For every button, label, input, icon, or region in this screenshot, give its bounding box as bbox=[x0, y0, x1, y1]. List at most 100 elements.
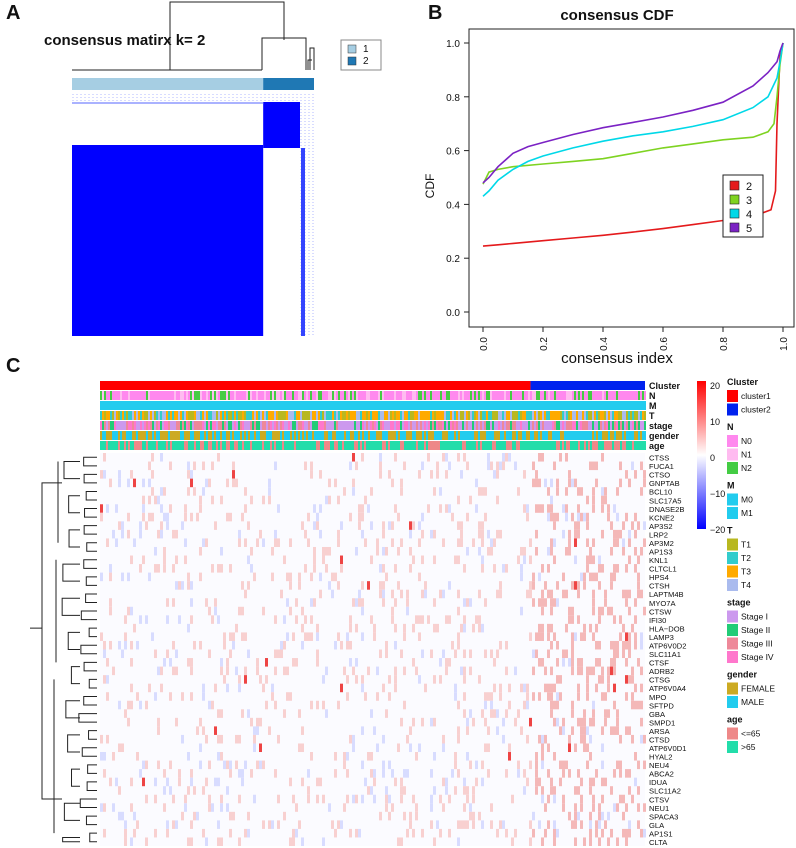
heatmap-cell bbox=[334, 640, 337, 650]
track-cell bbox=[562, 401, 564, 410]
heatmap-cell bbox=[226, 658, 229, 667]
heatmap-cell bbox=[619, 734, 622, 744]
track-cell bbox=[332, 421, 334, 430]
track-cell bbox=[138, 411, 140, 420]
track-cell bbox=[440, 391, 442, 400]
heatmap-cell bbox=[409, 743, 412, 753]
track-cell bbox=[228, 431, 230, 440]
heatmap-cell bbox=[589, 811, 592, 821]
heatmap-cell bbox=[442, 734, 445, 744]
track-cell bbox=[582, 431, 584, 440]
heatmap-cell bbox=[400, 786, 403, 795]
heatmap-cell bbox=[562, 760, 565, 770]
track-cell bbox=[454, 441, 456, 450]
heatmap-cell bbox=[550, 786, 553, 795]
heatmap-cell bbox=[589, 461, 592, 471]
heatmap-cell bbox=[166, 512, 169, 522]
track-label: age bbox=[649, 441, 665, 451]
heatmap-cell bbox=[550, 589, 553, 599]
track-cell bbox=[158, 441, 160, 450]
cluster-bar-1 bbox=[72, 78, 264, 90]
heatmap-cell bbox=[583, 512, 586, 522]
track-cell bbox=[280, 391, 282, 400]
track-cell bbox=[644, 411, 646, 420]
heatmap-cell bbox=[406, 828, 409, 838]
heatmap-cell bbox=[334, 769, 337, 778]
heatmap-cell bbox=[613, 658, 616, 667]
heatmap-cell bbox=[574, 837, 577, 846]
heatmap-cell bbox=[580, 794, 583, 804]
heatmap-cell bbox=[211, 461, 214, 471]
track-cell bbox=[510, 441, 512, 450]
track-cell bbox=[300, 401, 302, 410]
track-cell bbox=[368, 411, 370, 420]
heatmap-cell bbox=[397, 743, 400, 753]
track-cell bbox=[346, 391, 348, 400]
track-cell bbox=[228, 401, 230, 410]
track-cell bbox=[406, 401, 408, 410]
track-cell bbox=[594, 391, 596, 400]
heatmap-cell bbox=[640, 546, 643, 556]
heatmap-cell bbox=[199, 495, 202, 505]
track-cell bbox=[184, 401, 186, 410]
heatmap-cell bbox=[190, 837, 193, 846]
track-cell bbox=[462, 431, 464, 440]
track-cell bbox=[598, 411, 600, 420]
track-cell bbox=[328, 391, 330, 400]
heatmap-cell bbox=[517, 487, 520, 496]
heatmap-cell bbox=[412, 828, 415, 838]
track-cell bbox=[212, 411, 214, 420]
track-cell bbox=[506, 441, 508, 450]
heatmap-cell bbox=[289, 837, 292, 846]
heatmap-cell bbox=[352, 794, 355, 804]
track-cell bbox=[262, 441, 264, 450]
track-cell bbox=[102, 401, 104, 410]
track-cell bbox=[138, 441, 140, 450]
track-cell bbox=[524, 391, 526, 400]
cdf-line-4 bbox=[482, 42, 784, 197]
heatmap-cell bbox=[625, 640, 628, 650]
gene-label: SLC17A5 bbox=[649, 496, 682, 505]
heatmap-cell bbox=[331, 572, 334, 582]
heatmap-cell bbox=[121, 529, 124, 539]
track-cell bbox=[456, 411, 458, 420]
track-cell bbox=[388, 431, 390, 440]
track-cell bbox=[224, 411, 226, 420]
track-cell bbox=[168, 441, 170, 450]
track-cell bbox=[588, 431, 590, 440]
track-cell bbox=[572, 431, 574, 440]
consensus-matrix-panel: consensus matirx k= 2 12 bbox=[44, 1, 382, 336]
heatmap-cell bbox=[613, 564, 616, 573]
track-cell bbox=[408, 401, 410, 410]
heatmap-cell bbox=[265, 675, 268, 684]
cdf-legend-box bbox=[722, 174, 764, 238]
heatmap-cell bbox=[565, 760, 568, 770]
track-cell bbox=[252, 391, 254, 400]
heatmap-cell bbox=[616, 529, 619, 539]
gene-label: IDUA bbox=[649, 778, 668, 787]
heatmap-cell bbox=[550, 666, 553, 676]
track-cell bbox=[204, 441, 206, 450]
heatmap-cell bbox=[433, 555, 436, 565]
track-cell bbox=[402, 411, 404, 420]
track-cell bbox=[358, 391, 360, 400]
track-cell bbox=[310, 401, 312, 410]
legend-item-swatch bbox=[727, 624, 738, 636]
heatmap-cell bbox=[571, 512, 574, 522]
heatmap-cell bbox=[463, 675, 466, 684]
track-cell bbox=[428, 431, 430, 440]
track-cell bbox=[422, 421, 424, 430]
track-cell bbox=[354, 391, 356, 400]
heatmap-cell bbox=[142, 555, 145, 565]
heatmap-cell bbox=[148, 683, 151, 693]
track-cell bbox=[260, 401, 262, 410]
legend-item-swatch bbox=[727, 682, 738, 695]
heatmap-cell bbox=[139, 615, 142, 624]
track-cell bbox=[504, 421, 506, 430]
track-cell bbox=[494, 421, 496, 430]
heatmap-cell bbox=[445, 786, 448, 795]
track-cell bbox=[406, 411, 408, 420]
track-cell bbox=[634, 401, 636, 410]
heatmap-cell bbox=[148, 495, 151, 505]
